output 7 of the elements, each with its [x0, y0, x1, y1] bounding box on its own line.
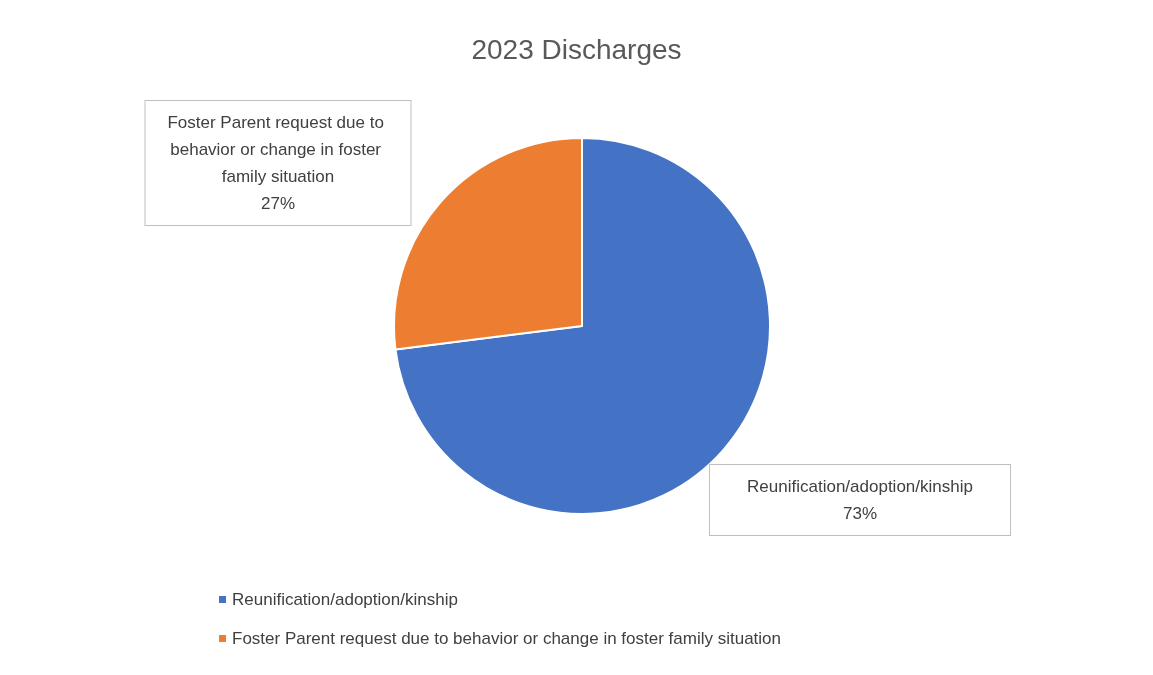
slice-label: Reunification/adoption/kinship [747, 477, 973, 496]
slice-label: Foster Parent request due to behavior or change in foster family situation [167, 113, 389, 186]
legend-label: Foster Parent request due to behavior or change in foster family situation [232, 629, 782, 648]
legend-label: Reunification/adoption/kinship [232, 590, 458, 609]
data-label: 73% [842, 504, 878, 523]
chart-title: 2023 Discharges [471, 33, 682, 65]
data-label: 27% [260, 194, 296, 213]
